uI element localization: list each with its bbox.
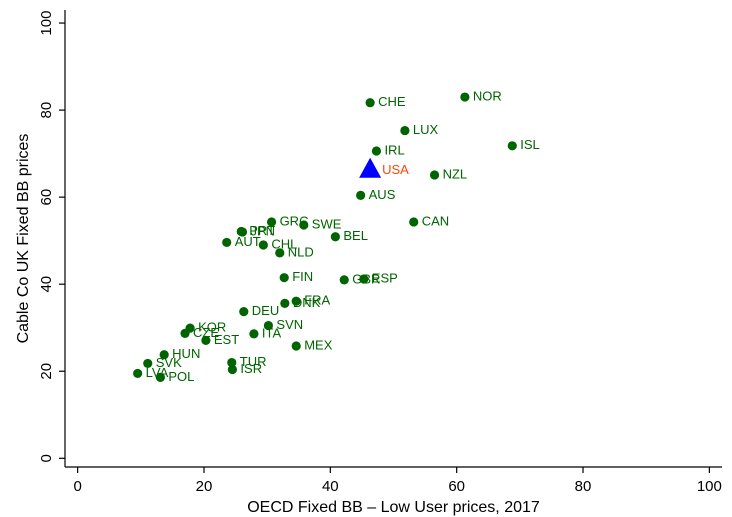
point-label-aus: AUS [369,187,396,202]
y-tick-label: 100 [38,11,55,36]
point-aut [222,237,232,248]
point-label-deu: DEU [252,303,279,318]
usa-label: USA [382,162,409,177]
y-tick-label: 40 [38,276,55,293]
x-tick-label: 20 [196,478,213,495]
point-nor [460,92,470,102]
x-axis-title: OECD Fixed BB – Low User prices, 2017 [247,499,540,516]
point-label-fra: FRA [304,293,330,308]
usa-triangle-marker [359,157,382,178]
point-irl [371,146,382,156]
y-tick-label: 20 [38,363,55,380]
point-label-mex: MEX [304,337,333,352]
point-label-nor: NOR [473,88,502,103]
point-label-tur: TUR [240,354,267,369]
highlight-group: USA [359,157,409,178]
point-can [409,217,419,227]
point-label-aut: AUT [235,234,261,249]
point-lva [133,368,143,379]
y-tick-label: 80 [38,102,55,119]
point-label-pol: POL [168,369,194,384]
point-label-nld: NLD [288,244,314,259]
point-label-kor: KOR [198,320,226,335]
point-label-che: CHE [378,94,406,109]
point-svk [143,358,153,369]
point-pol [155,372,165,382]
point-dnk [280,298,290,308]
point-label-hun: HUN [172,346,200,361]
point-label-svn: SVN [276,317,303,332]
x-tick-label: 60 [448,478,465,495]
point-aus [356,190,366,201]
point-label-isl: ISL [520,137,540,152]
y-axis-title: Cable Co UK Fixed BB prices [15,134,32,344]
point-label-chl: CHL [271,236,297,251]
x-ticks: 0 20 40 60 80 100 [73,467,722,495]
point-label-isr: ISR [240,361,262,376]
y-tick-label: 60 [38,189,55,206]
point-fra [291,296,301,306]
point-fin [279,273,289,283]
point-cze [180,328,190,338]
point-ita [249,329,259,339]
x-tick-label: 40 [322,478,339,495]
point-label-cze: CZE [193,325,219,340]
point-lux [400,125,410,136]
point-isl [507,141,517,151]
point-nzl [429,170,440,180]
point-che [365,98,375,108]
point-label-esp: ESP [372,270,398,285]
point-est [201,335,211,345]
axes: 0 20 40 60 80 100 0 20 40 60 80 100 [38,10,722,495]
point-label-est: EST [214,332,239,347]
point-bel [330,232,340,242]
x-tick-label: 100 [697,478,722,495]
point-label-can: CAN [422,213,449,228]
point-label-lux: LUX [413,122,439,137]
point-esp [359,274,369,284]
x-tick-label: 0 [73,478,81,495]
point-tur [227,357,237,368]
point-hun [159,350,169,360]
x-tick-label: 80 [575,478,592,495]
point-gbr [339,275,349,285]
point-deu [239,307,249,317]
point-label-svk: SVK [156,355,182,370]
point-label-swe: SWE [312,216,342,231]
point-jpn [237,227,248,237]
point-label-bel: BEL [343,228,368,243]
point-svn [263,320,274,331]
point-grc [266,217,277,227]
point-label-ita: ITA [262,325,282,340]
point-label-irl: IRL [384,142,404,157]
point-label-dnk: DNK [293,295,321,310]
point-chl [258,240,268,250]
point-isr [227,364,238,375]
point-nld [275,248,285,258]
point-label-fin: FIN [292,269,313,284]
point-label-nzl: NZL [443,166,468,181]
point-swe [299,220,309,230]
point-mex [291,341,301,351]
point-label-jpn: JPN [251,223,276,238]
y-tick-label: 0 [38,454,55,462]
y-ticks: 0 20 40 60 80 100 [38,11,65,462]
point-label-prt: PRT [249,223,275,238]
